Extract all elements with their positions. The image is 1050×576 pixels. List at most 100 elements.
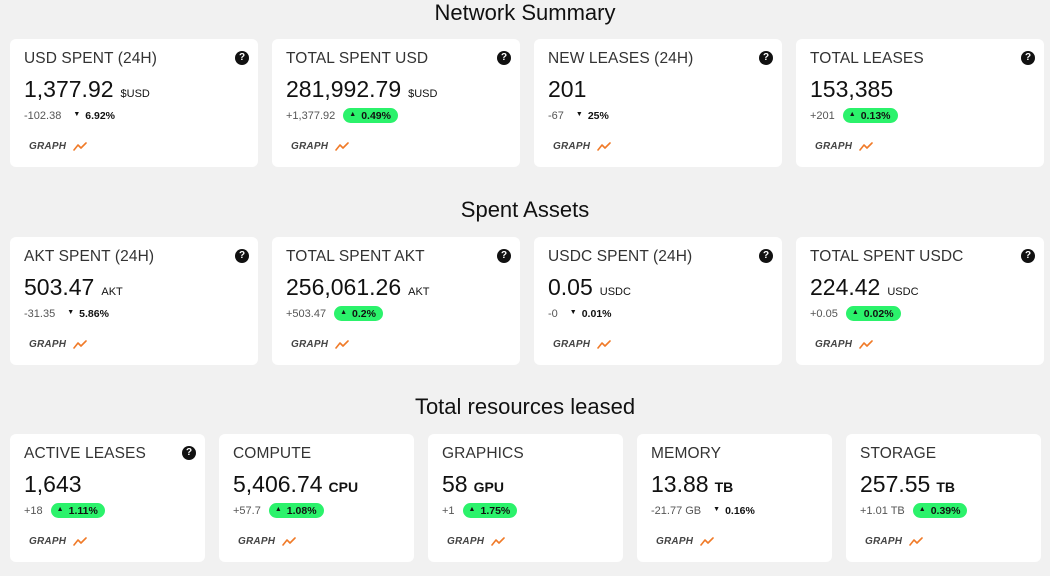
card-usdc-spent-24h: USDC SPENT (24H) ? 0.05 USDC -0 ▼ 0.01% GRA…	[534, 237, 782, 365]
card-label: TOTAL SPENT USD	[286, 50, 429, 67]
arrow-up-icon: ▲	[349, 111, 357, 118]
card-total-spent-usd: TOTAL SPENT USD ? 281,992.79 $USD +1,377.…	[272, 39, 520, 167]
card-active-leases: ACTIVE LEASES ? 1,643 +18 ▲ 1.11% GRAPH	[10, 434, 205, 562]
change-indicator: ▼ 25%	[572, 108, 609, 123]
trend-line-icon	[597, 141, 611, 151]
change-indicator: ▲ 1.75%	[462, 503, 518, 518]
change-percent: 0.2%	[352, 307, 376, 320]
help-icon[interactable]: ?	[182, 446, 196, 460]
graph-link[interactable]: GRAPH	[815, 141, 873, 152]
card-label: TOTAL SPENT AKT	[286, 248, 425, 265]
graph-link[interactable]: GRAPH	[447, 536, 505, 547]
arrow-down-icon: ▼	[73, 111, 81, 118]
change-indicator: ▲ 0.2%	[334, 306, 383, 321]
change-indicator: ▲ 0.49%	[343, 108, 398, 123]
graph-link[interactable]: GRAPH	[815, 339, 873, 350]
section-title-spent-assets: Spent Assets	[460, 197, 590, 222]
card-total-spent-usdc: TOTAL SPENT USDC ? 224.42 USDC +0.05 ▲ 0.02…	[796, 237, 1044, 365]
card-label: TOTAL SPENT USDC	[810, 248, 964, 265]
card-value: 503.47	[24, 274, 95, 300]
card-value: 281,992.79	[286, 76, 402, 102]
trend-line-icon	[73, 536, 87, 546]
card-label: USD SPENT (24H)	[24, 50, 157, 67]
card-label: ACTIVE LEASES	[24, 445, 146, 462]
trend-line-icon	[73, 141, 87, 151]
help-icon[interactable]: ?	[497, 51, 511, 65]
graph-link-label: GRAPH	[29, 339, 67, 350]
arrow-up-icon: ▲	[468, 506, 476, 513]
arrow-up-icon: ▲	[274, 506, 282, 513]
graph-link[interactable]: GRAPH	[553, 339, 611, 350]
help-icon[interactable]: ?	[1021, 249, 1035, 263]
card-change: +18	[24, 504, 43, 517]
graph-link[interactable]: GRAPH	[29, 141, 87, 152]
graph-link[interactable]: GRAPH	[553, 141, 611, 152]
graph-link[interactable]: GRAPH	[291, 339, 349, 350]
graph-link[interactable]: GRAPH	[656, 536, 714, 547]
trend-line-icon	[491, 536, 505, 546]
arrow-up-icon: ▲	[851, 309, 859, 316]
card-change: -31.35	[24, 307, 56, 320]
trend-line-icon	[909, 536, 923, 546]
card-change: -102.38	[24, 109, 62, 122]
change-percent: 25%	[587, 109, 609, 122]
change-percent: 1.08%	[286, 504, 317, 517]
card-label: GRAPHICS	[442, 445, 524, 462]
change-indicator: ▼ 0.16%	[709, 503, 755, 518]
card-value: 201	[548, 76, 587, 102]
change-indicator: ▲ 1.11%	[50, 503, 105, 518]
card-change: +201	[810, 109, 835, 122]
change-indicator: ▼ 6.92%	[69, 108, 115, 123]
graph-link[interactable]: GRAPH	[291, 141, 349, 152]
trend-line-icon	[335, 339, 349, 349]
change-indicator: ▲ 1.08%	[268, 503, 324, 518]
trend-line-icon	[859, 141, 873, 151]
change-indicator: ▼ 0.01%	[566, 306, 612, 321]
change-percent: 5.86%	[79, 307, 109, 320]
card-unit: GPU	[473, 479, 504, 495]
graph-link[interactable]: GRAPH	[29, 339, 87, 350]
change-indicator: ▲ 0.13%	[842, 108, 898, 123]
card-change: +503.47	[286, 307, 327, 320]
network-summary-row: USD SPENT (24H) ? 1,377.92 $USD -102.38 ▼ 6…	[10, 39, 1044, 167]
graph-link[interactable]: GRAPH	[29, 536, 87, 547]
help-icon[interactable]: ?	[759, 51, 773, 65]
change-percent: 6.92%	[85, 109, 116, 122]
card-unit: CPU	[328, 479, 359, 495]
card-change: +57.7	[233, 504, 261, 517]
arrow-up-icon: ▲	[340, 309, 348, 316]
graph-link[interactable]: GRAPH	[238, 536, 296, 547]
help-icon[interactable]: ?	[497, 249, 511, 263]
graph-link[interactable]: GRAPH	[865, 536, 923, 547]
card-change: -67	[548, 109, 564, 122]
trend-line-icon	[597, 339, 611, 349]
section-title-total-resources-leased: Total resources leased	[414, 394, 636, 419]
help-icon[interactable]: ?	[1021, 51, 1035, 65]
card-label: AKT SPENT (24H)	[24, 248, 155, 265]
help-icon[interactable]: ?	[235, 51, 249, 65]
change-percent: 0.39%	[930, 504, 961, 517]
graph-link-label: GRAPH	[553, 339, 591, 350]
graph-link-label: GRAPH	[865, 536, 903, 547]
help-icon[interactable]: ?	[235, 249, 249, 263]
change-percent: 0.02%	[863, 307, 894, 320]
card-total-leases: TOTAL LEASES ? 153,385 +201 ▲ 0.13% GRAPH	[796, 39, 1044, 167]
card-unit: USDC	[599, 286, 631, 298]
section-title-network-summary: Network Summary	[434, 0, 616, 25]
resources-row: ACTIVE LEASES ? 1,643 +18 ▲ 1.11% GRAPH CO…	[10, 434, 1041, 562]
help-icon[interactable]: ?	[759, 249, 773, 263]
graph-link-label: GRAPH	[29, 536, 67, 547]
card-change: +1.01 TB	[860, 504, 905, 517]
trend-line-icon	[700, 536, 714, 546]
card-unit: AKT	[408, 286, 430, 298]
spent-assets-row: AKT SPENT (24H) ? 503.47 AKT -31.35 ▼ 5.86%…	[10, 237, 1044, 365]
trend-line-icon	[282, 536, 296, 546]
card-value: 0.05	[548, 274, 593, 300]
change-indicator: ▼ 5.86%	[63, 306, 109, 321]
graph-link-label: GRAPH	[656, 536, 694, 547]
card-new-leases-24h: NEW LEASES (24H) ? 201 -67 ▼ 25% GRAPH	[534, 39, 782, 167]
card-unit: AKT	[101, 286, 123, 298]
change-percent: 0.01%	[581, 307, 612, 320]
card-usd-spent-24h: USD SPENT (24H) ? 1,377.92 $USD -102.38 ▼ 6…	[10, 39, 258, 167]
arrow-up-icon: ▲	[848, 111, 856, 118]
